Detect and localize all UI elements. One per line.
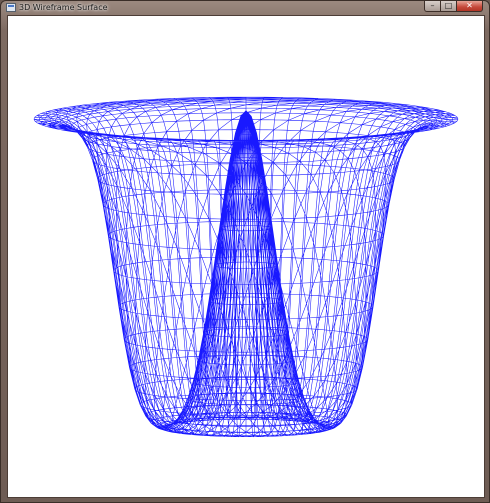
- maximize-button[interactable]: □: [441, 1, 457, 12]
- render-viewport[interactable]: [7, 15, 485, 498]
- wireframe-mesh: [33, 96, 459, 438]
- caption-buttons: – □ ✕: [424, 1, 483, 13]
- wireframe-surface: [33, 96, 459, 438]
- title-bar[interactable]: 3D Wireframe Surface – □ ✕: [1, 1, 489, 15]
- minimize-button[interactable]: –: [424, 1, 441, 12]
- window-app-icon[interactable]: [6, 3, 16, 12]
- window-title: 3D Wireframe Surface: [19, 3, 108, 12]
- close-button[interactable]: ✕: [457, 1, 483, 12]
